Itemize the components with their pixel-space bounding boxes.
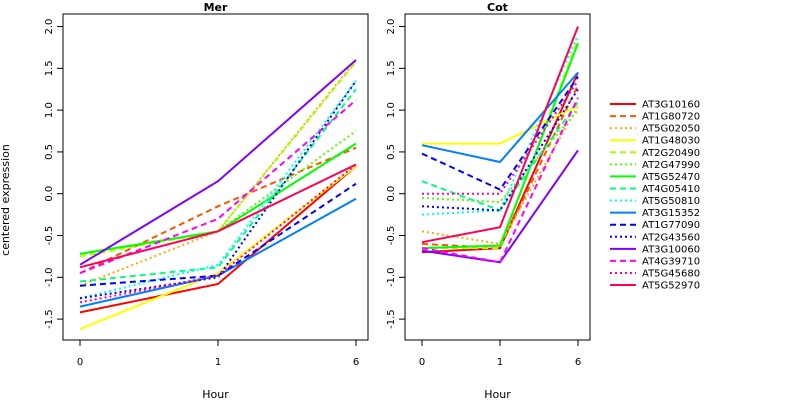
- series-line-at3g15352: [79, 197, 357, 308]
- legend-label: AT3G15352: [642, 208, 700, 219]
- legend-item: AT3G15352: [610, 208, 700, 219]
- legend-item: AT4G39710: [610, 256, 700, 267]
- legend-item: AT1G77090: [610, 220, 700, 231]
- legend-label: AT4G05410: [642, 184, 700, 195]
- legend-item: AT2G43560: [610, 232, 700, 243]
- legend-item: AT3G10060: [610, 244, 700, 255]
- legend-label: AT2G43560: [642, 232, 700, 243]
- series-line-at2g43560: [79, 80, 357, 300]
- y-tick-label: -1.0: [386, 268, 397, 288]
- x-tick-label: 6: [353, 357, 359, 368]
- series-line-at1g48030: [79, 165, 357, 331]
- series-line-at5g52970: [79, 163, 357, 269]
- y-axis-label: centered expression: [0, 144, 12, 256]
- legend-item: AT1G80720: [610, 112, 700, 123]
- series-line-at2g43560: [421, 88, 579, 212]
- series-line-at5g52470: [421, 42, 579, 250]
- series-line-at5g45680: [79, 163, 357, 304]
- series-line-at3g10060: [421, 149, 579, 264]
- series-line-at5g50810: [79, 80, 357, 300]
- x-axis-label: Hour: [484, 388, 511, 400]
- y-tick-label: -0.5: [44, 226, 55, 246]
- y-tick-label: -1.5: [386, 309, 397, 329]
- legend-label: AT3G10060: [642, 244, 700, 255]
- x-axis-label: Hour: [202, 388, 229, 400]
- series-line-at1g77090: [421, 76, 579, 191]
- plot-frame: [62, 13, 369, 341]
- y-tick-label: 2.0: [386, 19, 397, 35]
- y-tick-label: 0.0: [386, 186, 397, 202]
- series-line-at1g80720: [79, 146, 357, 275]
- series-line-at5g02050: [79, 59, 357, 287]
- series-line-at3g10060: [79, 59, 357, 266]
- legend-label: AT2G20490: [642, 148, 700, 159]
- legend-item: AT4G05410: [610, 184, 700, 195]
- y-tick-label: -0.5: [386, 226, 397, 246]
- y-tick-label: 1.5: [44, 60, 55, 76]
- series-line-at2g20490: [79, 60, 357, 258]
- series-line-at3g10160: [421, 72, 579, 254]
- legend-item: AT2G20490: [610, 148, 700, 159]
- legend-label: AT3G10160: [642, 100, 700, 111]
- y-tick-label: -1.5: [44, 309, 55, 329]
- panel-title: Mer: [204, 1, 228, 14]
- y-tick-label: 1.0: [44, 102, 55, 118]
- x-tick-label: 0: [77, 357, 83, 368]
- panel-cot: Cot -1.5 -1.0 -0.5 0.0 0.5 1.0 1.5 2.0 0 1 6 Hour: [386, 1, 591, 400]
- legend-label: AT1G48030: [642, 136, 700, 147]
- legend-label: AT5G50810: [642, 196, 700, 207]
- panel-title: Cot: [487, 1, 508, 14]
- legend-label: AT4G39710: [642, 256, 700, 267]
- legend: AT3G10160AT1G80720AT5G02050AT1G48030AT2G…: [610, 100, 700, 292]
- x-tick-label: 1: [215, 357, 221, 368]
- legend-item: AT3G10160: [610, 100, 700, 111]
- legend-label: AT1G77090: [642, 220, 700, 231]
- y-tick-label: 1.0: [386, 102, 397, 118]
- y-tick-label: -1.0: [44, 268, 55, 288]
- y-tick-label: 0.5: [386, 144, 397, 160]
- legend-item: AT1G48030: [610, 136, 700, 147]
- y-tick-label: 1.5: [386, 60, 397, 76]
- panel-mer: Mer -1.5 -1.0 -0.5 0.0 0.5 1.0 1.5 2.0 0 1 6 Hour: [44, 1, 369, 400]
- series-line-at1g48030: [422, 104, 579, 145]
- legend-item: AT5G52470: [610, 172, 700, 183]
- legend-label: AT1G80720: [642, 112, 700, 123]
- series-line-at5g02050: [421, 105, 579, 245]
- legend-label: AT5G45680: [642, 268, 700, 279]
- series-line-at2g47990: [79, 130, 357, 255]
- series-line-at4g39710: [421, 97, 579, 264]
- x-tick-label: 0: [419, 357, 425, 368]
- plot-frame: [404, 13, 591, 341]
- series-line-at2g47990: [421, 109, 579, 204]
- series-line-at5g52970: [421, 26, 579, 244]
- series-line-at3g10160: [79, 165, 357, 314]
- y-tick-label: 2.0: [44, 19, 55, 35]
- legend-item: AT5G52970: [610, 281, 700, 292]
- series-line-at3g15352: [421, 71, 579, 164]
- y-tick-label: 0.0: [44, 186, 55, 202]
- legend-item: AT5G50810: [610, 196, 700, 207]
- legend-label: AT5G02050: [642, 124, 700, 135]
- y-tick-label: 0.5: [44, 144, 55, 160]
- legend-item: AT2G47990: [610, 160, 700, 171]
- legend-label: AT5G52470: [642, 172, 700, 183]
- legend-item: AT5G02050: [610, 124, 700, 135]
- legend-label: AT5G52970: [642, 281, 700, 292]
- legend-label: AT2G47990: [642, 160, 700, 171]
- x-tick-label: 1: [497, 357, 503, 368]
- legend-item: AT5G45680: [610, 268, 700, 279]
- series-line-at5g45680: [422, 80, 579, 195]
- series-line-at4g05410: [421, 101, 579, 212]
- x-tick-label: 6: [575, 357, 581, 368]
